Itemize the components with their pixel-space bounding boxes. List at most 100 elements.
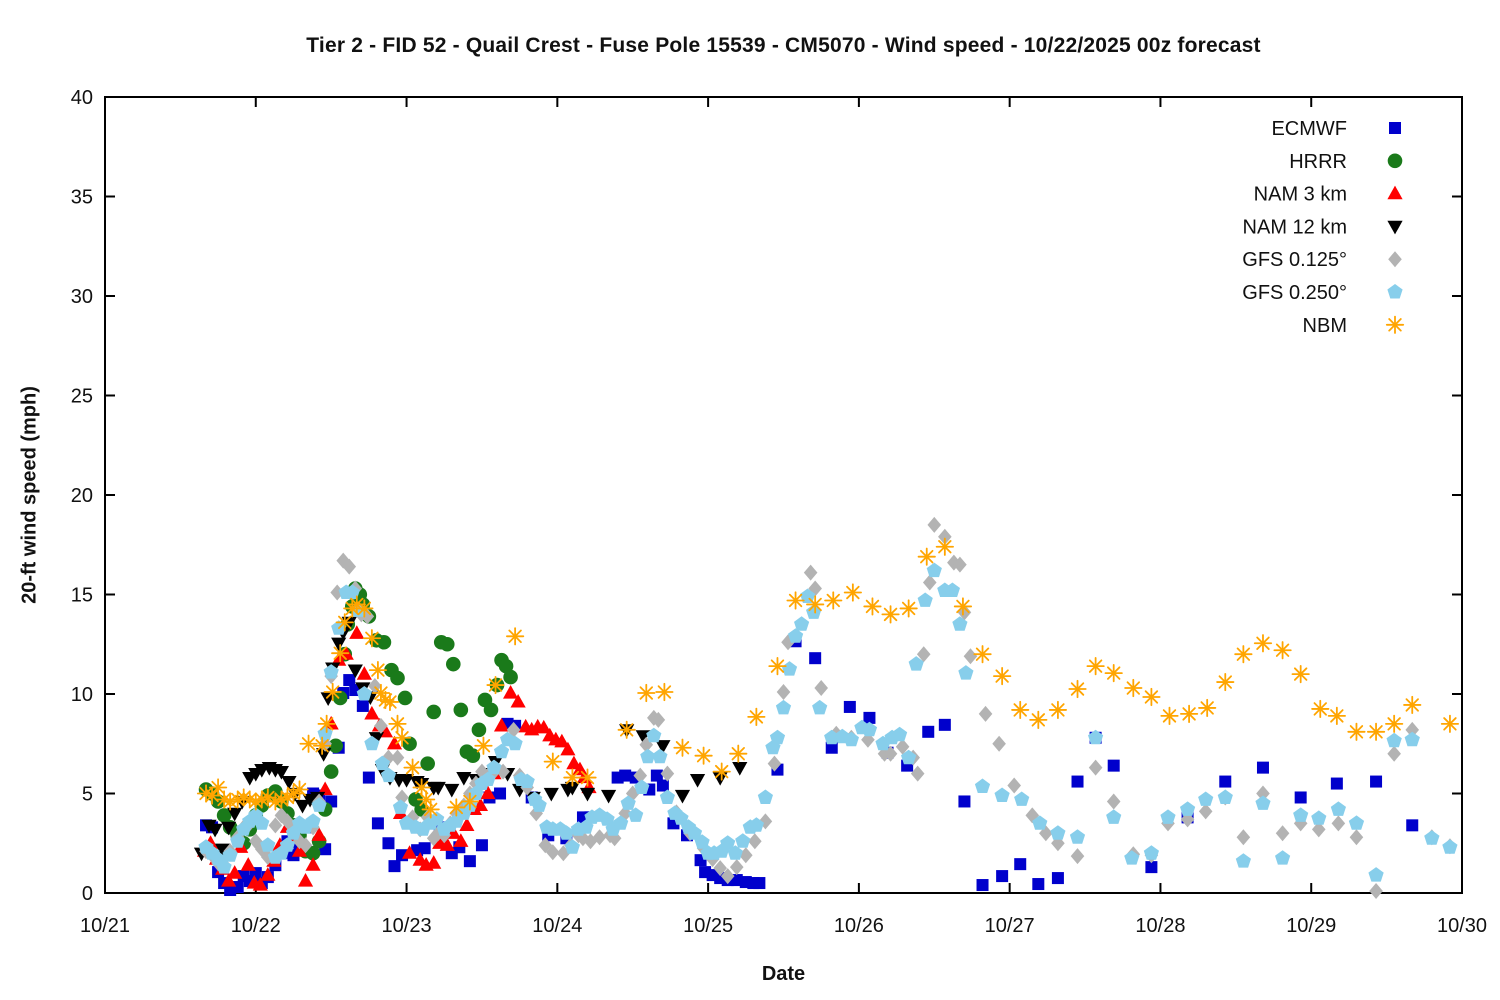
y-tick-label: 40 bbox=[71, 87, 93, 109]
nbm-point bbox=[474, 736, 493, 755]
gfs-0-125-point bbox=[298, 837, 313, 854]
nam-3-km-point bbox=[252, 877, 268, 891]
gfs-0-250-point bbox=[392, 799, 409, 814]
gfs-0-250-point bbox=[1386, 732, 1402, 748]
nam-12-km-point bbox=[331, 637, 347, 652]
gfs-0-250-point bbox=[694, 834, 710, 849]
asterisk-spoke bbox=[696, 748, 711, 763]
gfs-0-125-point bbox=[927, 516, 942, 533]
nam-3-km-point bbox=[510, 693, 526, 708]
asterisk-spoke bbox=[1107, 666, 1121, 680]
ecmwf-point bbox=[938, 718, 951, 731]
asterisk-spoke bbox=[405, 760, 420, 775]
gfs-0-250-point bbox=[1404, 731, 1420, 747]
hrrr-point bbox=[328, 738, 343, 754]
nbm-point bbox=[768, 657, 787, 676]
x-tick-label: 10/23 bbox=[382, 915, 432, 937]
asterisk-spoke bbox=[1313, 702, 1327, 716]
nbm-point bbox=[863, 597, 882, 616]
gfs-0-125-point bbox=[978, 705, 993, 722]
nam-3-km-point bbox=[317, 781, 333, 796]
gfs-0-125-point bbox=[922, 574, 937, 591]
nbm-point bbox=[843, 583, 862, 602]
nbm-point bbox=[412, 778, 431, 797]
asterisk-spoke bbox=[788, 593, 803, 608]
asterisk-spoke bbox=[217, 792, 231, 807]
hrrr-point bbox=[445, 656, 461, 672]
gfs-0-125-point bbox=[729, 859, 744, 876]
nbm-point bbox=[323, 682, 342, 702]
hrrr-point bbox=[465, 748, 481, 763]
ecmwf-point bbox=[863, 711, 876, 724]
hrrr-point bbox=[305, 845, 321, 861]
gfs-0-250-point bbox=[908, 656, 924, 671]
gfs-0-125-point bbox=[633, 767, 648, 784]
gfs-0-125-point bbox=[957, 604, 972, 621]
x-tick-label: 10/29 bbox=[1286, 915, 1336, 937]
x-tick-label: 10/27 bbox=[985, 915, 1035, 937]
gfs-0-250-point bbox=[493, 743, 510, 759]
legend-marker-nam-3-km bbox=[1387, 185, 1403, 200]
asterisk-spoke bbox=[770, 659, 785, 673]
gfs-0-125-point bbox=[776, 684, 791, 701]
ecmwf-point bbox=[343, 674, 356, 687]
asterisk-spoke bbox=[338, 615, 352, 630]
gfs-0-250-point bbox=[794, 616, 810, 631]
nbm-point bbox=[1311, 699, 1330, 719]
asterisk-spoke bbox=[1200, 701, 1214, 715]
nam-12-km-point bbox=[564, 781, 581, 796]
x-tick-label: 10/25 bbox=[683, 915, 733, 937]
nbm-point bbox=[1273, 641, 1292, 660]
nam-3-km-point bbox=[453, 833, 469, 847]
asterisk-spoke bbox=[657, 685, 672, 699]
gfs-0-125-point bbox=[910, 765, 925, 782]
x-tick-label: 10/22 bbox=[231, 915, 281, 937]
gfs-0-250-point bbox=[958, 665, 974, 680]
asterisk-spoke bbox=[414, 780, 429, 795]
legend-label-nam-3-km: NAM 3 km bbox=[1254, 184, 1347, 206]
legend-marker-ecmwf bbox=[1389, 122, 1401, 134]
gfs-0-125-point bbox=[342, 558, 357, 575]
gfs-0-250-point bbox=[344, 584, 360, 599]
nam-3-km-point bbox=[364, 705, 380, 720]
nam-3-km-point bbox=[480, 785, 496, 800]
asterisk-spoke bbox=[1162, 709, 1177, 723]
nam-12-km-point bbox=[444, 783, 460, 798]
ecmwf-point bbox=[463, 855, 476, 868]
gfs-0-250-point bbox=[599, 811, 615, 826]
nbm-point bbox=[1440, 714, 1460, 733]
ecmwf-point bbox=[1219, 775, 1232, 788]
asterisk-spoke bbox=[449, 800, 464, 815]
gfs-0-125-point bbox=[639, 736, 654, 753]
gfs-0-250-point bbox=[824, 729, 840, 745]
nbm-point bbox=[313, 736, 332, 755]
ecmwf-point bbox=[996, 870, 1009, 883]
gfs-0-125-point bbox=[1198, 803, 1213, 820]
asterisk-spoke bbox=[580, 770, 595, 785]
asterisk-spoke bbox=[826, 593, 840, 608]
asterisk-spoke bbox=[1330, 709, 1344, 723]
gfs-0-125-point bbox=[538, 837, 553, 854]
gfs-0-250-point bbox=[892, 726, 908, 742]
hrrr-point bbox=[471, 722, 487, 738]
nbm-point bbox=[1385, 714, 1404, 733]
gfs-0-250-point bbox=[1311, 810, 1327, 825]
gfs-0-250-point bbox=[974, 778, 991, 793]
gfs-0-125-point bbox=[767, 755, 782, 772]
gfs-0-250-point bbox=[230, 833, 246, 848]
gfs-0-250-point bbox=[1217, 789, 1233, 804]
nbm-point bbox=[335, 613, 354, 632]
gfs-0-125-point bbox=[1070, 848, 1085, 865]
nbm-point bbox=[824, 591, 843, 610]
gfs-0-250-point bbox=[1275, 850, 1291, 865]
nam-3-km-point bbox=[305, 857, 321, 871]
gfs-0-125-point bbox=[496, 763, 510, 780]
asterisk-spoke bbox=[1088, 659, 1103, 673]
gfs-0-125-point bbox=[248, 833, 263, 850]
nbm-point bbox=[447, 798, 466, 817]
gfs-0-250-point bbox=[1235, 853, 1251, 868]
asterisk-spoke bbox=[333, 646, 347, 660]
asterisk-spoke bbox=[488, 678, 503, 692]
ecmwf-point bbox=[730, 874, 743, 887]
